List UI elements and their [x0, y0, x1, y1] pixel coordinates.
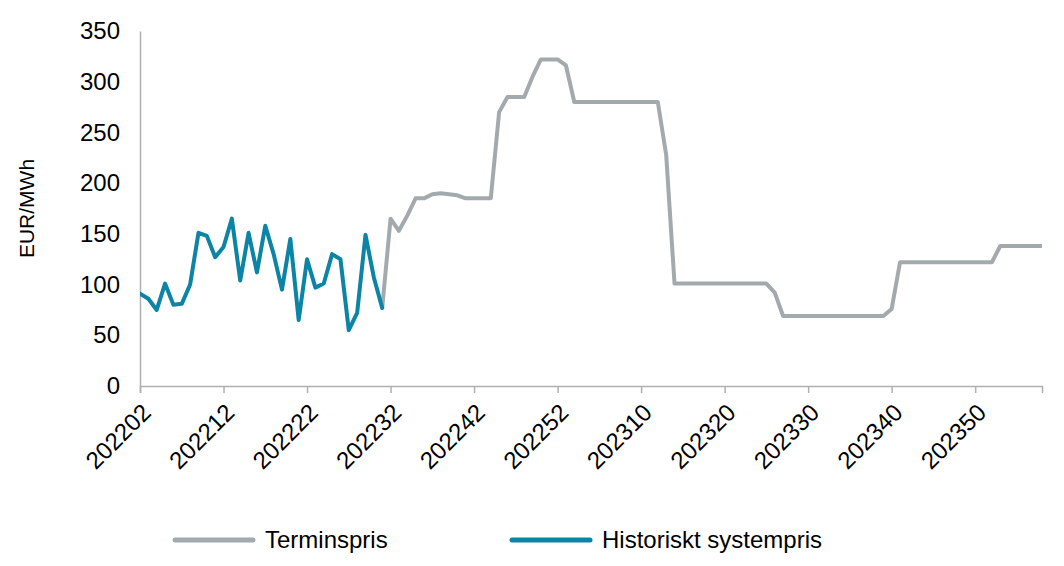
- x-axis: 2022022022122022222022322022422022522023…: [80, 386, 1042, 474]
- x-tick-label: 202202: [80, 398, 156, 474]
- y-axis-title: EUR/MWh: [15, 159, 38, 258]
- x-tick-mark: [891, 386, 893, 393]
- legend-label: Terminspris: [265, 526, 388, 553]
- x-tick-label: 202242: [414, 398, 490, 474]
- x-tick: 202222: [247, 386, 323, 474]
- plot-area: [140, 59, 1042, 330]
- y-tick-label: 0: [107, 372, 120, 399]
- x-tick-label: 202252: [498, 398, 574, 474]
- x-tick-mark: [223, 386, 225, 393]
- y-tick: 100: [80, 271, 140, 298]
- x-tick-mark: [641, 386, 643, 393]
- x-tick: 202202: [80, 386, 156, 474]
- x-tick-mark: [808, 386, 810, 393]
- y-axis-line: [140, 32, 142, 387]
- x-tick-mark: [557, 386, 559, 393]
- x-tick-label: 202232: [331, 398, 407, 474]
- x-tick-mark: [474, 386, 476, 393]
- chart: 0501001502002503003502022022022122022222…: [0, 0, 1064, 566]
- y-tick: 150: [80, 220, 140, 247]
- legend-label: Historiskt systempris: [602, 526, 822, 553]
- x-tick-mark: [975, 386, 977, 393]
- series-line: [382, 59, 1042, 316]
- x-tick-mark: [724, 386, 726, 393]
- x-tick-mark: [140, 386, 142, 393]
- legend: Terminspris Historiskt systempris: [175, 526, 822, 553]
- x-tick: 202330: [748, 386, 824, 474]
- x-tick-mark: [307, 386, 309, 393]
- y-tick: 300: [80, 68, 140, 95]
- y-tick: 250: [80, 119, 140, 146]
- x-tick: 202350: [915, 386, 991, 474]
- y-tick: 50: [93, 321, 140, 348]
- x-tick-label: 202340: [832, 398, 908, 474]
- series-line: [140, 219, 382, 331]
- x-tick-label: 202330: [748, 398, 824, 474]
- y-tick-label: 250: [80, 119, 120, 146]
- x-tick: 202310: [581, 386, 657, 474]
- y-tick: 200: [80, 169, 140, 196]
- y-tick-label: 50: [93, 321, 120, 348]
- x-tick-label: 202212: [164, 398, 240, 474]
- y-tick-label: 150: [80, 220, 120, 247]
- y-tick: 350: [80, 17, 140, 44]
- x-tick-mark: [390, 386, 392, 393]
- x-tick-label: 202310: [581, 398, 657, 474]
- x-tick-label: 202350: [915, 398, 991, 474]
- x-axis-line: [141, 387, 1043, 394]
- x-tick-label: 202222: [247, 398, 323, 474]
- x-tick-label: 202320: [665, 398, 741, 474]
- y-tick-label: 200: [80, 169, 120, 196]
- legend-item: Historiskt systempris: [512, 526, 822, 553]
- x-tick: 202232: [331, 386, 407, 474]
- x-tick: 202340: [832, 386, 908, 474]
- y-tick-label: 100: [80, 271, 120, 298]
- y-tick-label: 300: [80, 68, 120, 95]
- x-tick: 202320: [665, 386, 741, 474]
- legend-swatch: [175, 538, 253, 543]
- x-tick: 202212: [164, 386, 240, 474]
- legend-item: Terminspris: [175, 526, 388, 553]
- y-tick-label: 350: [80, 17, 120, 44]
- legend-swatch: [512, 538, 590, 543]
- y-axis: 0 50 100 150 200 250 300 350: [80, 17, 141, 399]
- y-tick: 0: [107, 372, 140, 399]
- x-tick: 202242: [414, 386, 490, 474]
- x-tick: 202252: [498, 386, 574, 474]
